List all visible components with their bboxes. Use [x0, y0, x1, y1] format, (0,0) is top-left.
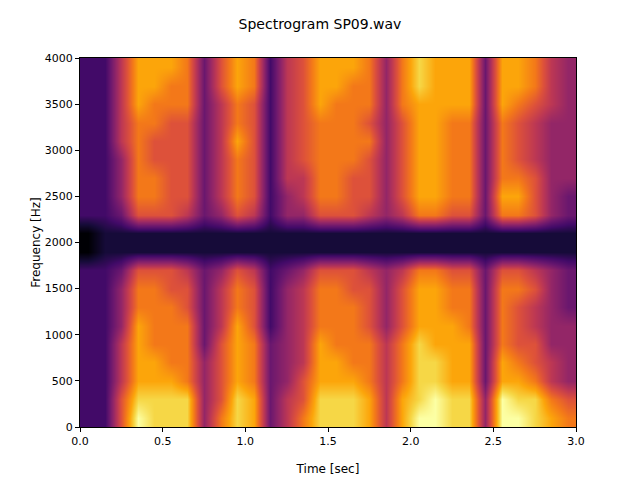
svg-text:4000: 4000	[45, 52, 73, 65]
svg-text:0.5: 0.5	[154, 435, 172, 448]
svg-text:2500: 2500	[45, 190, 73, 203]
svg-text:Frequency [Hz]: Frequency [Hz]	[29, 197, 43, 288]
svg-text:2.0: 2.0	[402, 435, 420, 448]
svg-text:3000: 3000	[45, 144, 73, 157]
svg-text:1.5: 1.5	[319, 435, 337, 448]
svg-text:1500: 1500	[45, 282, 73, 295]
svg-text:500: 500	[52, 375, 73, 388]
svg-text:0: 0	[66, 421, 73, 434]
svg-text:3500: 3500	[45, 98, 73, 111]
svg-text:0.0: 0.0	[71, 435, 89, 448]
svg-text:1000: 1000	[45, 329, 73, 342]
svg-text:Time [sec]: Time [sec]	[296, 462, 360, 476]
svg-text:2000: 2000	[45, 236, 73, 249]
svg-text:3.0: 3.0	[567, 435, 585, 448]
svg-text:1.0: 1.0	[237, 435, 255, 448]
svg-text:2.5: 2.5	[485, 435, 503, 448]
svg-text:Spectrogram SP09.wav: Spectrogram SP09.wav	[239, 16, 402, 32]
